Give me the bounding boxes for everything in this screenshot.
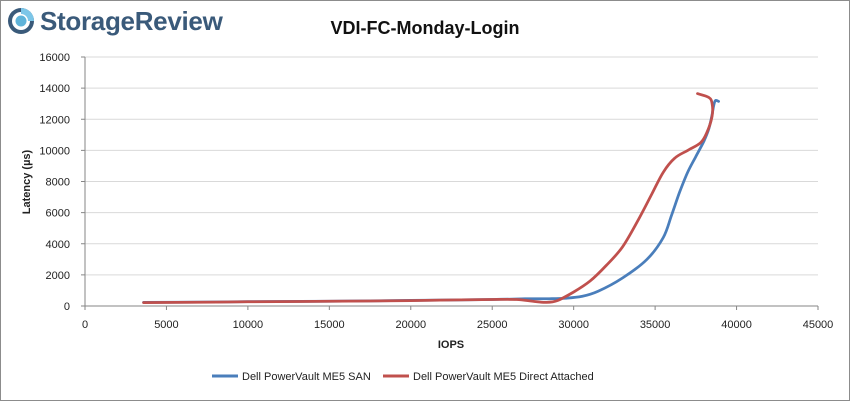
y-tick-label: 10000 (39, 145, 70, 157)
grid (84, 56, 818, 307)
x-tick-label: 35000 (640, 319, 671, 331)
y-tick-label: 16000 (39, 52, 70, 64)
x-tick-label: 20000 (395, 319, 426, 331)
series-line-2 (142, 92, 714, 304)
x-tick-label: 25000 (477, 319, 508, 331)
x-axis-ticks: 0 5000 10000 15000 20000 25000 30000 35000 40000… (82, 306, 833, 331)
y-tick-label: 2000 (46, 270, 70, 282)
chart-title: VDI-FC-Monday-Login (331, 18, 520, 38)
x-tick-label: 0 (82, 319, 88, 331)
y-tick-label: 12000 (39, 114, 70, 126)
x-tick-label: 5000 (154, 319, 178, 331)
y-axis-title: Latency (µs) (21, 149, 33, 214)
x-tick-label: 15000 (314, 319, 345, 331)
x-tick-label: 40000 (721, 319, 752, 331)
y-axis-ticks: 0 2000 4000 6000 8000 10000 12000 14000 16000 (39, 52, 85, 313)
legend-label-2: Dell PowerVault ME5 Direct Attached (413, 371, 594, 383)
y-tick-label: 14000 (39, 83, 70, 95)
legend-label-1: Dell PowerVault ME5 SAN (242, 371, 371, 383)
x-tick-label: 10000 (233, 319, 264, 331)
series-line-1 (142, 99, 720, 304)
series-lines (142, 92, 720, 304)
y-tick-label: 8000 (46, 177, 70, 189)
x-axis-title: IOPS (438, 339, 464, 351)
y-tick-label: 6000 (46, 208, 70, 220)
y-tick-label: 0 (64, 301, 70, 313)
y-tick-label: 4000 (46, 239, 70, 251)
brand-name: StorageReview (40, 5, 223, 36)
storage-review-logo-icon (8, 8, 34, 34)
x-tick-label: 30000 (558, 319, 589, 331)
brand-logo: StorageReview (6, 4, 223, 38)
legend: Dell PowerVault ME5 SAN Dell PowerVault M… (212, 371, 594, 383)
x-tick-label: 45000 (803, 319, 834, 331)
